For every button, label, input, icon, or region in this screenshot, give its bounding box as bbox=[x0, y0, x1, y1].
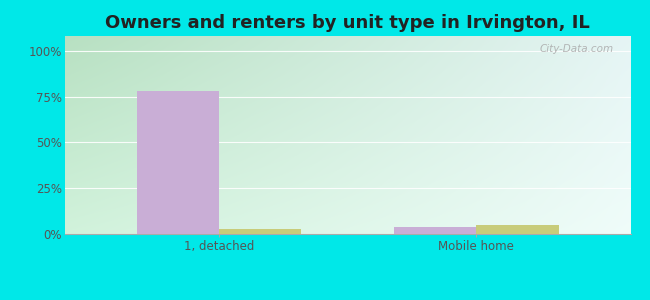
Bar bbox=[219, 229, 302, 234]
Title: Owners and renters by unit type in Irvington, IL: Owners and renters by unit type in Irvin… bbox=[105, 14, 590, 32]
Bar bbox=[476, 225, 558, 234]
Text: City-Data.com: City-Data.com bbox=[540, 44, 614, 54]
Bar bbox=[137, 91, 219, 234]
Bar bbox=[394, 227, 476, 234]
